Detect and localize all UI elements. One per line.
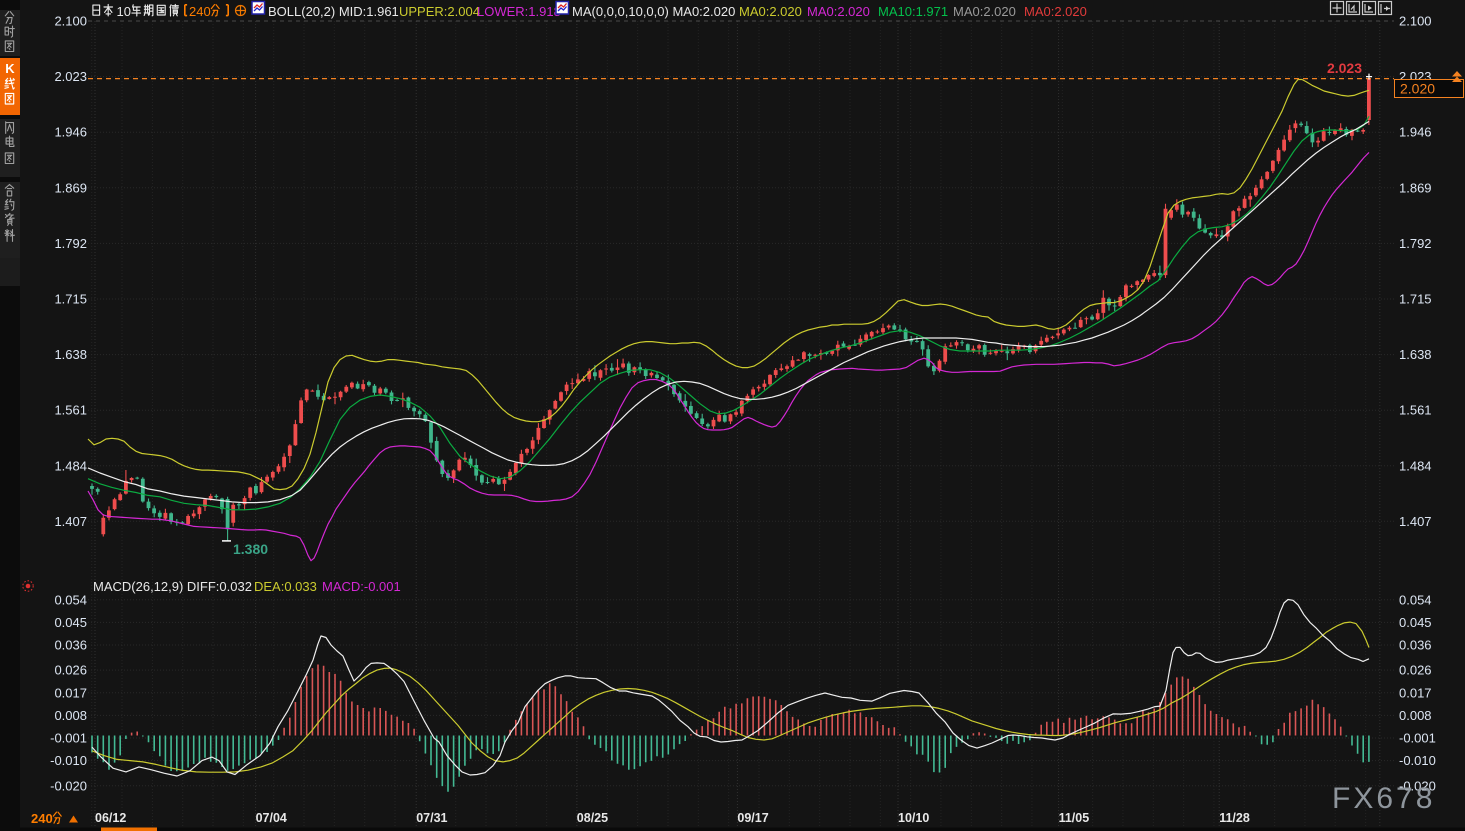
svg-text:2.100: 2.100 [54, 14, 87, 29]
svg-text:10/10: 10/10 [898, 811, 929, 825]
svg-text:1.946: 1.946 [1399, 125, 1432, 140]
svg-text:0.008: 0.008 [1399, 708, 1432, 723]
svg-text:0.017: 0.017 [54, 685, 87, 700]
svg-text:1.946: 1.946 [54, 125, 87, 140]
svg-text:2.020: 2.020 [1400, 81, 1435, 97]
svg-text:-0.001: -0.001 [50, 731, 87, 746]
svg-text:MACD:-0.001: MACD:-0.001 [322, 579, 401, 594]
svg-text:1.792: 1.792 [1399, 236, 1432, 251]
svg-text:0.054: 0.054 [1399, 592, 1432, 607]
svg-text:0.017: 0.017 [1399, 685, 1432, 700]
svg-text:FX678: FX678 [1332, 782, 1435, 815]
svg-text:MA0:2.020: MA0:2.020 [807, 4, 870, 19]
svg-text:-0.020: -0.020 [50, 778, 87, 793]
svg-text:0.045: 0.045 [54, 615, 87, 630]
svg-text:1.484: 1.484 [1399, 458, 1432, 473]
svg-text:1.561: 1.561 [54, 403, 87, 418]
svg-text:2.023: 2.023 [54, 69, 87, 84]
svg-text:MA10:1.971: MA10:1.971 [878, 4, 948, 19]
svg-text:UPPER:2.004: UPPER:2.004 [399, 4, 480, 19]
svg-text:07/04: 07/04 [256, 811, 287, 825]
svg-text:-0.010: -0.010 [50, 753, 87, 768]
svg-text:07/31: 07/31 [416, 811, 447, 825]
svg-text:MA0:2.020: MA0:2.020 [953, 4, 1016, 19]
svg-text:0.036: 0.036 [1399, 638, 1432, 653]
svg-text:K: K [5, 61, 15, 76]
svg-text:LOWER:1.918: LOWER:1.918 [477, 4, 561, 19]
svg-text:1.792: 1.792 [54, 236, 87, 251]
svg-text:09/17: 09/17 [737, 811, 768, 825]
svg-text:0.036: 0.036 [54, 638, 87, 653]
svg-text:1.407: 1.407 [1399, 514, 1432, 529]
svg-text:2.100: 2.100 [1399, 14, 1432, 29]
svg-text:MACD(26,12,9) DIFF:0.032: MACD(26,12,9) DIFF:0.032 [93, 579, 252, 594]
svg-text:-0.010: -0.010 [1399, 753, 1436, 768]
svg-text:0.026: 0.026 [1399, 663, 1432, 678]
svg-text:11/05: 11/05 [1059, 811, 1090, 825]
svg-text:MA0:2.020: MA0:2.020 [1024, 4, 1087, 19]
svg-text:1.380: 1.380 [233, 541, 268, 557]
svg-text:10: 10 [117, 4, 131, 19]
svg-text:0.008: 0.008 [54, 708, 87, 723]
svg-text:0.045: 0.045 [1399, 615, 1432, 630]
svg-text:1.638: 1.638 [1399, 347, 1432, 362]
svg-text:1.869: 1.869 [54, 180, 87, 195]
svg-text:1.484: 1.484 [54, 458, 87, 473]
svg-text:DEA:0.033: DEA:0.033 [254, 579, 317, 594]
svg-text:06/12: 06/12 [95, 811, 126, 825]
svg-text:-0.001: -0.001 [1399, 731, 1436, 746]
svg-text:240: 240 [31, 811, 53, 826]
svg-text:0.026: 0.026 [54, 663, 87, 678]
svg-text:240: 240 [189, 4, 211, 19]
svg-text:1.715: 1.715 [54, 292, 87, 307]
svg-text:1.638: 1.638 [54, 347, 87, 362]
svg-text:MA0:2.020: MA0:2.020 [739, 4, 802, 19]
svg-text:BOLL(20,2) MID:1.961: BOLL(20,2) MID:1.961 [268, 4, 399, 19]
svg-text:-0.020: -0.020 [1399, 778, 1436, 793]
svg-text:1.561: 1.561 [1399, 403, 1432, 418]
svg-text:08/25: 08/25 [577, 811, 608, 825]
svg-text:0.054: 0.054 [54, 592, 87, 607]
svg-text:1.715: 1.715 [1399, 292, 1432, 307]
svg-text:2.023: 2.023 [1327, 60, 1362, 76]
svg-text:MA(0,0,0,10,0,0) MA0:2.020: MA(0,0,0,10,0,0) MA0:2.020 [572, 4, 735, 19]
svg-text:1.407: 1.407 [54, 514, 87, 529]
svg-text:1.869: 1.869 [1399, 180, 1432, 195]
svg-text:11/28: 11/28 [1219, 811, 1250, 825]
